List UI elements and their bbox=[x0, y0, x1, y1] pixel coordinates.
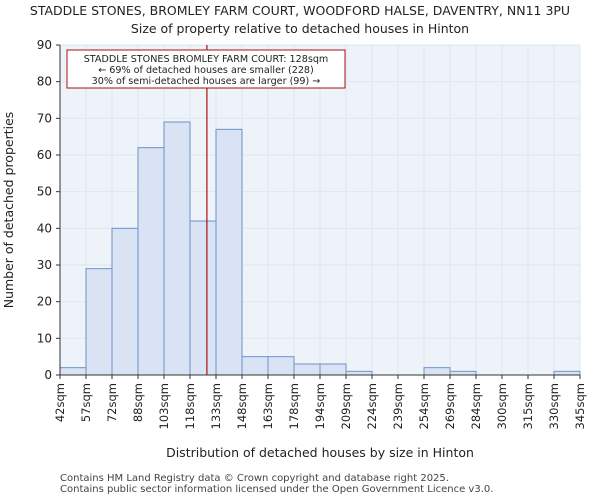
x-tick-label: 148sqm bbox=[235, 383, 249, 429]
y-tick-label: 50 bbox=[37, 185, 52, 199]
x-tick-label: 254sqm bbox=[417, 383, 431, 429]
y-tick-label: 40 bbox=[37, 221, 52, 235]
y-tick-labels: 0 10 20 30 40 50 60 70 80 90 bbox=[37, 38, 52, 382]
x-tick-label: 224sqm bbox=[365, 383, 379, 429]
histogram-bar bbox=[163, 121, 191, 376]
chart-title: STADDLE STONES, BROMLEY FARM COURT, WOOD… bbox=[29, 3, 571, 18]
y-tick-label: 30 bbox=[37, 258, 52, 272]
histogram-bar bbox=[137, 147, 165, 376]
histogram-bar bbox=[215, 128, 243, 376]
annotation-line-3: 30% of semi-detached houses are larger (… bbox=[92, 76, 321, 87]
histogram-bar bbox=[319, 363, 347, 376]
x-tick-label: 103sqm bbox=[157, 383, 171, 429]
annotation-line-1: STADDLE STONES BROMLEY FARM COURT: 128sq… bbox=[84, 54, 329, 65]
x-tick-label: 330sqm bbox=[547, 383, 561, 429]
footer-copyright: Contains HM Land Registry data © Crown c… bbox=[60, 473, 449, 484]
histogram-bar bbox=[59, 367, 87, 376]
histogram-bar bbox=[85, 268, 113, 376]
x-tick-label: 57sqm bbox=[79, 383, 93, 422]
histogram-bar bbox=[423, 367, 451, 376]
x-tick-label: 118sqm bbox=[183, 383, 197, 429]
histogram-bar bbox=[189, 220, 217, 376]
x-tick-label: 42sqm bbox=[53, 383, 67, 422]
annotation-line-2: ← 69% of detached houses are smaller (22… bbox=[98, 65, 314, 76]
histogram-bar bbox=[449, 370, 477, 376]
footer-licence: Contains public sector information licen… bbox=[60, 484, 494, 495]
x-tick-label: 300sqm bbox=[495, 383, 509, 429]
x-axis-label: Distribution of detached houses by size … bbox=[166, 445, 474, 460]
x-tick-label: 345sqm bbox=[573, 383, 587, 429]
y-tick-label: 10 bbox=[37, 331, 52, 345]
y-axis-label: Number of detached properties bbox=[1, 112, 16, 309]
histogram-bar bbox=[267, 356, 295, 376]
x-tick-label: 133sqm bbox=[209, 383, 223, 429]
y-tick-label: 90 bbox=[37, 38, 52, 52]
histogram-bar bbox=[241, 356, 269, 376]
y-tick-label: 80 bbox=[37, 75, 52, 89]
x-tick-label: 163sqm bbox=[261, 383, 275, 429]
histogram-bar bbox=[345, 370, 373, 376]
chart-subtitle: Size of property relative to detached ho… bbox=[130, 21, 470, 36]
y-tick-label: 60 bbox=[37, 148, 52, 162]
x-tick-labels: 42sqm 57sqm 72sqm 88sqm 103sqm 118sqm 133sqm 14… bbox=[53, 383, 587, 429]
annotation-border bbox=[66, 49, 346, 89]
bars-group bbox=[59, 121, 581, 376]
x-tick-label: 209sqm bbox=[339, 383, 353, 429]
x-tick-label: 315sqm bbox=[521, 383, 535, 429]
histogram-bar bbox=[293, 363, 321, 376]
histogram-bar bbox=[553, 370, 581, 376]
axes-group bbox=[56, 44, 581, 379]
x-tick-label: 88sqm bbox=[131, 383, 145, 422]
x-tick-label: 178sqm bbox=[287, 383, 301, 429]
annotation-box: STADDLE STONES BROMLEY FARM COURT: 128sq… bbox=[66, 49, 346, 89]
histogram-bar bbox=[111, 227, 139, 376]
y-tick-label: 20 bbox=[37, 295, 52, 309]
x-tick-label: 269sqm bbox=[443, 383, 457, 429]
x-tick-label: 284sqm bbox=[469, 383, 483, 429]
x-tick-label: 72sqm bbox=[105, 383, 119, 422]
x-tick-label: 239sqm bbox=[391, 383, 405, 429]
y-tick-label: 70 bbox=[37, 111, 52, 125]
x-tick-label: 194sqm bbox=[313, 383, 327, 429]
y-tick-label: 0 bbox=[44, 368, 52, 382]
